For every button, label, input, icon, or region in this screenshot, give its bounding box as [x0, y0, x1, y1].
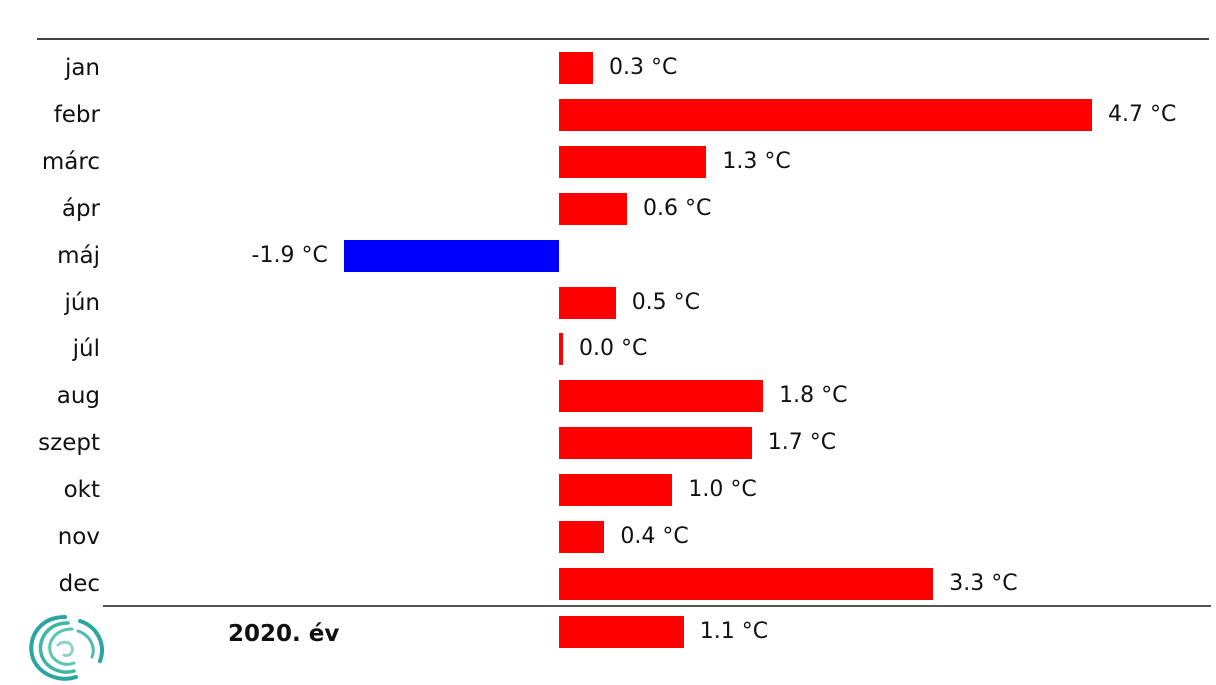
top-rule [37, 38, 1209, 40]
bar [343, 239, 559, 272]
bar [559, 567, 934, 600]
value-label: 0.3 °C [609, 55, 678, 80]
bar [559, 427, 752, 460]
logo-icon [29, 615, 104, 681]
bar [559, 286, 616, 319]
value-label: 1.8 °C [779, 383, 848, 409]
summary-value-label: 1.1 °C [699, 619, 769, 644]
category-label: márc [41, 148, 100, 175]
bar [559, 521, 605, 553]
summary-label: 2020. év [228, 621, 340, 647]
value-label: 0.0 °C [579, 336, 648, 362]
category-label: máj [57, 242, 100, 269]
bar [559, 474, 673, 507]
category-label: szept [38, 430, 100, 457]
category-label: júl [72, 336, 100, 363]
bar [559, 192, 628, 225]
bar [559, 380, 764, 413]
summary-bar [559, 616, 684, 648]
bar [559, 145, 707, 178]
value-label: 1.0 °C [688, 477, 757, 503]
value-label: -1.9 °C [251, 242, 328, 268]
value-label: 1.3 °C [722, 148, 791, 174]
category-label: okt [63, 477, 100, 504]
bar [559, 98, 1092, 131]
summary-divider [103, 605, 1211, 607]
value-label: 0.5 °C [631, 289, 701, 315]
category-label: nov [57, 524, 100, 550]
category-label: aug [56, 383, 100, 410]
category-label: jan [64, 55, 100, 81]
category-label: dec [58, 570, 100, 597]
category-label: jún [64, 289, 100, 316]
value-label: 0.6 °C [643, 195, 712, 221]
category-label: ápr [61, 195, 100, 222]
value-label: 0.4 °C [620, 524, 689, 549]
category-label: febr [53, 101, 100, 128]
value-label: 3.3 °C [949, 570, 1018, 596]
bar [559, 52, 594, 84]
value-label: 4.7 °C [1107, 101, 1177, 127]
value-label: 1.7 °C [767, 430, 837, 456]
bar [559, 333, 563, 366]
